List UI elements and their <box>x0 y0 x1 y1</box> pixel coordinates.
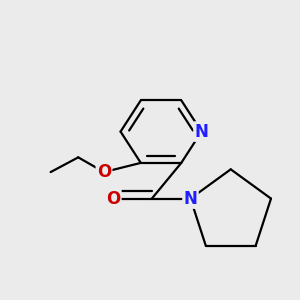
Text: N: N <box>184 190 197 208</box>
Text: O: O <box>97 163 111 181</box>
Text: N: N <box>195 123 208 141</box>
Text: O: O <box>106 190 120 208</box>
